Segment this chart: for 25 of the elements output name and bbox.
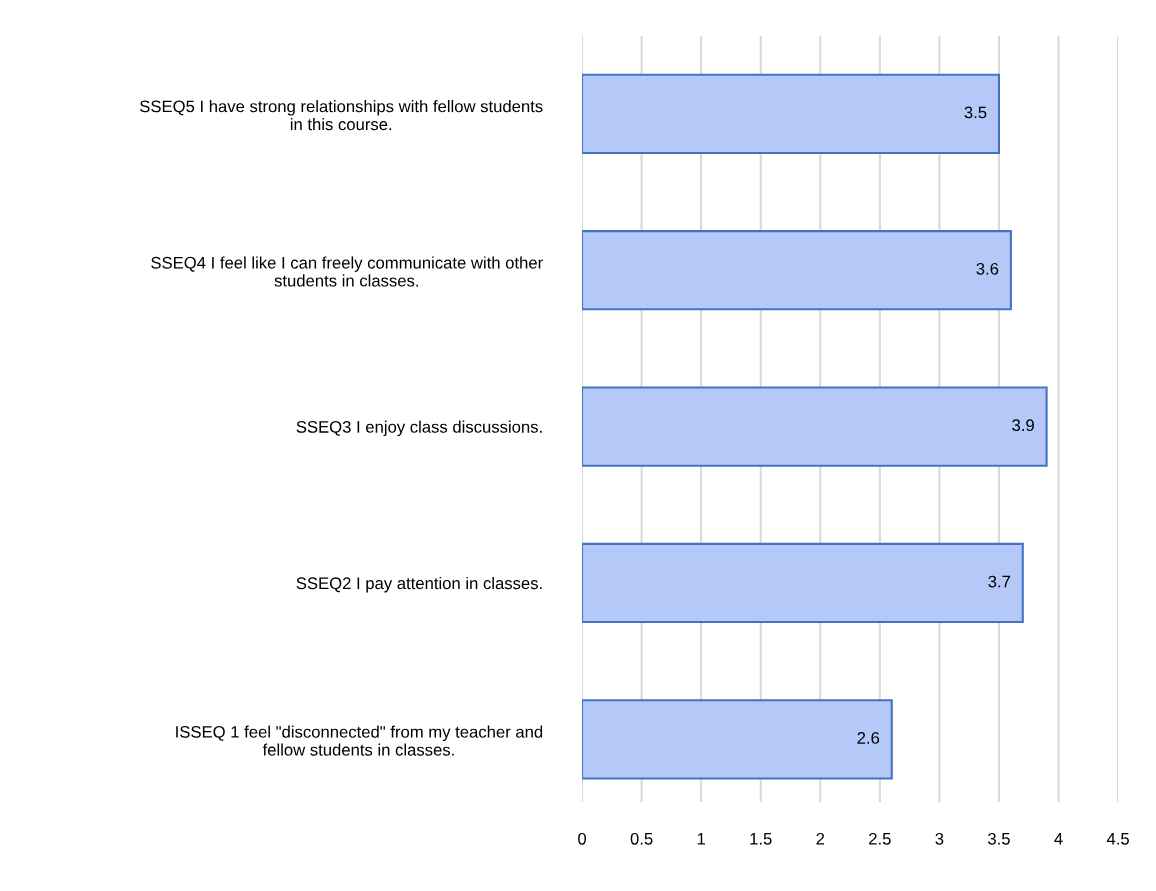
bar [582, 699, 893, 780]
x-tick-label: 2.5 [869, 832, 891, 845]
y-tick-label: SSEQ2 I pay attention in classes. [296, 576, 542, 593]
x-tick-label: 4.5 [1106, 833, 1129, 845]
data-label: 3.9 [1012, 419, 1034, 432]
data-label: 2.6 [857, 732, 880, 744]
y-tick-label: ISSEQ 1 feel "disconnected" from my teacher and fellow students in classes. [176, 725, 543, 756]
bar [582, 230, 1012, 311]
bar [582, 386, 1048, 467]
x-tick-label: 0 [578, 832, 587, 845]
x-tick-label: 3 [935, 832, 944, 845]
y-tick-label: SSEQ4 I feel like I can freely communicate with other students in classes. [151, 256, 543, 287]
data-label: 3.5 [964, 106, 987, 119]
x-tick-label: 0.5 [630, 832, 653, 845]
bar [582, 542, 1024, 624]
bar [582, 73, 1000, 154]
y-tick-label: SSEQ5 I have strong relationships with fellow students in this course. [140, 100, 543, 131]
data-label: 3.7 [988, 575, 1011, 588]
x-tick-label: 1.5 [750, 833, 772, 845]
y-tick-label: SSEQ3 I enjoy class discussions. [296, 420, 542, 437]
x-tick-label: 1 [697, 833, 705, 845]
x-tick-label: 2 [816, 832, 825, 845]
data-label: 3.6 [976, 262, 999, 275]
x-tick-label: 4 [1054, 833, 1063, 845]
x-tick-label: 3.5 [988, 832, 1010, 845]
